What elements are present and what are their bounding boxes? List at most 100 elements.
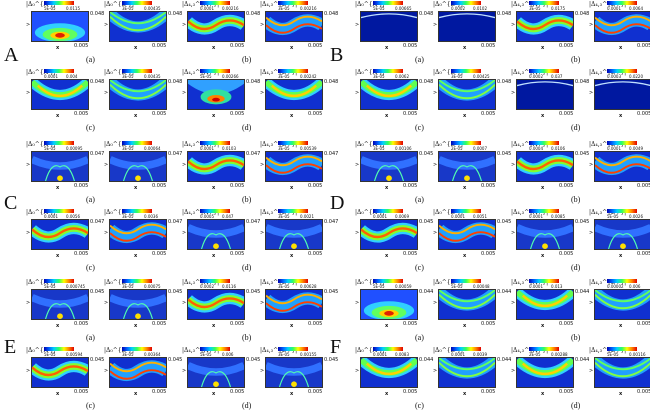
- y-axis-label: >: [104, 162, 109, 168]
- heatmap: [438, 151, 496, 182]
- colorbar-min: 3E-05: [278, 284, 290, 289]
- y-axis-label: >: [260, 230, 265, 236]
- heatmap: [360, 357, 418, 388]
- y-axis-label: >: [26, 230, 31, 236]
- y-max-tick: 0.048: [246, 11, 261, 17]
- colorbar-min: 5E-05: [607, 352, 619, 357]
- x-axis-label: x: [541, 391, 545, 397]
- heatmap: [31, 151, 89, 182]
- colorbar-min: 5E-05: [200, 352, 212, 357]
- y-axis-label: >: [182, 368, 187, 374]
- x-tick: 0.005: [637, 321, 650, 327]
- y-max-tick: 0.048: [324, 79, 339, 85]
- y-max-tick: 0.047: [90, 219, 105, 225]
- x-tick: 0.005: [559, 183, 574, 189]
- colorbar: [44, 69, 74, 73]
- y-axis-label: >: [355, 90, 360, 96]
- subplot: |Δ₀^{B-}| 3E-05 0.00364 0.045 >0.005 x: [104, 346, 182, 404]
- order-parameter-label: |Δ₀^{B-}|: [433, 141, 463, 148]
- x-axis-label: x: [463, 391, 467, 397]
- x-axis-label: x: [541, 323, 545, 329]
- colorbar-min: 3E-05: [122, 352, 134, 357]
- y-axis-label: >: [260, 300, 265, 306]
- colorbar: [529, 209, 559, 213]
- heatmap: [187, 357, 245, 388]
- y-axis-label: >: [104, 90, 109, 96]
- heatmap: [31, 219, 89, 250]
- colorbar-max: 0.0049: [629, 146, 643, 151]
- order-parameter-label: |Δ₀^{B-}|: [433, 279, 463, 286]
- x-axis-label: x: [385, 45, 389, 51]
- colorbar: [278, 279, 308, 283]
- colorbar-max: 0.047: [222, 214, 234, 219]
- colorbar-min: 3E-05: [373, 74, 385, 79]
- heatmap: [31, 79, 89, 110]
- x-axis-label: x: [212, 45, 216, 51]
- x-tick: 0.005: [74, 43, 89, 49]
- y-axis-label: >: [260, 90, 265, 96]
- y-max-tick: 0.048: [497, 79, 512, 85]
- colorbar-max: 0.0062: [395, 74, 409, 79]
- colorbar: [44, 1, 74, 5]
- y-max-tick: 0.045: [324, 357, 339, 363]
- figure-letter: A: [4, 44, 19, 66]
- x-tick: 0.005: [481, 389, 496, 395]
- colorbar-max: 0.0039: [473, 352, 487, 357]
- colorbar-max: 0.00075: [144, 284, 161, 289]
- x-tick: 0.005: [637, 389, 650, 395]
- heatmap: [438, 11, 496, 42]
- colorbar: [373, 279, 403, 283]
- colorbar-max: 0.004: [66, 74, 78, 79]
- subplot: |Δ₀^{A-}| 0.0001 0.0083 0.044 >0.005 x: [355, 346, 433, 404]
- colorbar-max: 0.0175: [551, 6, 565, 11]
- heatmap: [265, 289, 323, 320]
- colorbar-max: 0.0069: [395, 214, 409, 219]
- x-axis-label: x: [619, 45, 623, 51]
- colorbar: [44, 141, 74, 145]
- colorbar-min: 3E-05: [529, 6, 541, 11]
- figure-letter: B: [330, 44, 344, 66]
- colorbar: [607, 69, 637, 73]
- x-axis-label: x: [541, 185, 545, 191]
- colorbar: [200, 1, 230, 5]
- order-parameter-label: |Δ₀^{B-}|: [104, 347, 134, 354]
- colorbar: [373, 69, 403, 73]
- order-parameter-label: |Δ₀^{B-}|: [433, 347, 463, 354]
- x-axis-label: x: [463, 45, 467, 51]
- order-parameter-label: |Δ₀^{A-}|: [355, 347, 385, 354]
- y-max-tick: 0.048: [575, 79, 590, 85]
- x-tick: 0.005: [559, 389, 574, 395]
- colorbar-min: 0.0001: [451, 214, 465, 219]
- colorbar: [529, 69, 559, 73]
- colorbar-min: 0.0001: [451, 352, 465, 357]
- order-parameter-label: |Δ₀^{A-}|: [26, 209, 56, 216]
- y-axis-label: >: [589, 368, 594, 374]
- heatmap: [438, 289, 496, 320]
- colorbar-max: 0.0064: [629, 6, 643, 11]
- y-axis-label: >: [260, 162, 265, 168]
- subfigure-label: (b): [242, 195, 252, 204]
- subplot: |Δ₀^{A-}| 5E-05 0.0115 0.048 >0.005 x: [26, 0, 104, 58]
- colorbar: [607, 141, 637, 145]
- heatmap: [109, 11, 167, 42]
- x-tick: 0.005: [481, 183, 496, 189]
- colorbar-max: 0.00435: [144, 6, 161, 11]
- colorbar-min: 5E-05: [44, 6, 56, 11]
- subplot: |Δ₀^{B-}| 0.0001 0.0039 0.044 >0.005 x: [433, 346, 511, 404]
- x-tick: 0.005: [230, 389, 245, 395]
- y-axis-label: >: [104, 22, 109, 28]
- subfigure-label: (c): [415, 401, 424, 410]
- heatmap: [31, 357, 89, 388]
- colorbar-min: 0.0001: [44, 214, 58, 219]
- subfigure-label: (d): [242, 263, 252, 272]
- x-tick: 0.005: [308, 251, 323, 257]
- y-max-tick: 0.047: [324, 219, 339, 225]
